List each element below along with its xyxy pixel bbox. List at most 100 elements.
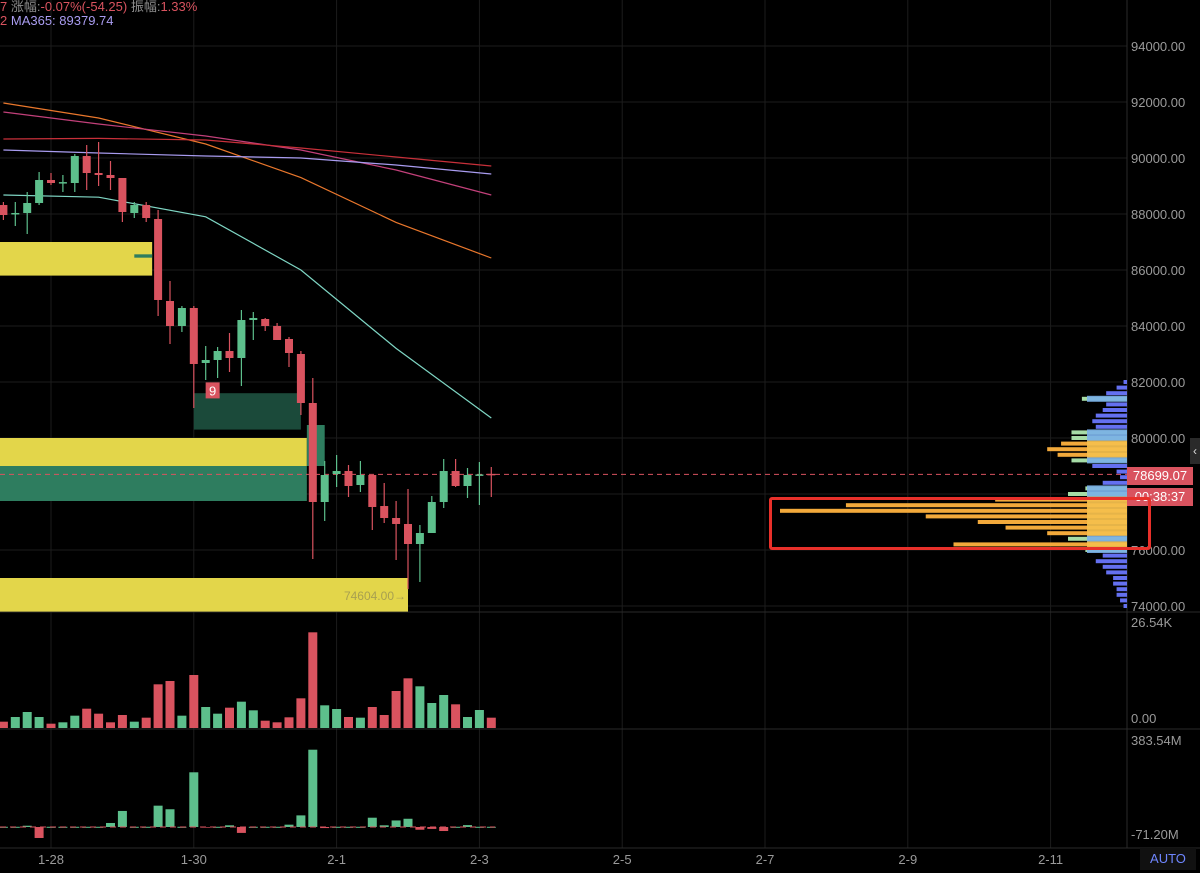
volume-bar — [451, 704, 461, 728]
candle-body — [344, 471, 353, 486]
amplitude-value: 1.33% — [160, 0, 198, 14]
candle-body — [392, 517, 401, 524]
candle-body — [249, 317, 258, 321]
chevron-left-icon[interactable]: ‹ — [1190, 438, 1200, 464]
auto-scale-button[interactable]: AUTO — [1140, 848, 1196, 870]
profile-bar — [1005, 525, 1127, 530]
profile-bar-core — [1087, 524, 1127, 531]
candle-body — [142, 205, 151, 219]
time-tick-label: 1-30 — [181, 852, 207, 867]
ma-line — [3, 194, 492, 419]
volume-bar — [284, 717, 294, 728]
volume-bar — [236, 701, 246, 728]
volume-bar — [391, 691, 401, 728]
volume-profile — [780, 380, 1127, 608]
indicator-bar — [415, 827, 425, 830]
time-tick-label: 1-28 — [38, 852, 64, 867]
indicator-bar — [236, 827, 246, 833]
marker-text: 9 — [209, 383, 216, 398]
annotation-rectangle[interactable] — [769, 497, 1151, 550]
candle-body — [82, 156, 91, 174]
profile-bar — [1095, 424, 1127, 429]
profile-bar-core — [1087, 502, 1127, 509]
candle-body — [273, 326, 282, 340]
zone — [0, 438, 307, 466]
indicator-bars — [0, 749, 496, 838]
profile-bar-core — [1087, 541, 1127, 548]
indicator-bar — [94, 826, 104, 828]
candle-body — [285, 338, 293, 353]
indicator-bar — [332, 826, 342, 828]
time-tick-label: 2-5 — [613, 852, 632, 867]
last-price-tag: 78699.07 — [1127, 467, 1193, 485]
volume-bar — [153, 684, 163, 728]
candle-body — [296, 354, 305, 403]
profile-bar-core — [1087, 446, 1127, 453]
marker-badge — [205, 382, 220, 399]
volume-bar — [308, 632, 318, 728]
volume-bar — [260, 720, 270, 728]
candle-body — [23, 202, 32, 213]
countdown-tag: 00:38:37 — [1127, 488, 1193, 506]
volume-bar — [189, 675, 199, 728]
candle-body — [475, 474, 484, 476]
candles: 9 — [0, 142, 496, 590]
candle-body — [106, 174, 115, 178]
ma-line — [3, 149, 492, 175]
volume-bar — [427, 703, 437, 728]
volume-bar — [474, 710, 484, 728]
candle-body — [368, 474, 377, 507]
volume-bars — [0, 632, 496, 728]
profile-bar-core — [1087, 513, 1127, 520]
volume-bar — [367, 707, 377, 728]
time-tick-label: 2-1 — [327, 852, 346, 867]
volume-bar — [10, 717, 20, 728]
volume-bar — [177, 715, 187, 728]
volume-bar — [355, 717, 365, 728]
candle-body — [308, 403, 317, 503]
panel-axis-label: -71.20M — [1131, 827, 1179, 842]
profile-bar-core — [1087, 451, 1127, 458]
profile-bar — [1123, 604, 1127, 608]
indicator-bar — [34, 827, 44, 838]
price-tick-label: 90000.00 — [1131, 151, 1185, 166]
indicator-bar — [320, 827, 330, 829]
profile-bar-core — [1087, 507, 1127, 514]
zones: 74604.00→ — [0, 242, 408, 612]
profile-bar-core — [1087, 395, 1127, 402]
time-tick-label: 2-11 — [1038, 852, 1063, 867]
indicator-bar — [165, 809, 175, 827]
zone — [0, 578, 408, 612]
profile-bar-core — [1087, 530, 1127, 537]
zone — [0, 466, 307, 501]
profile-bar — [780, 508, 1127, 513]
profile-bar — [925, 514, 1127, 519]
profile-bar — [953, 542, 1127, 547]
indicator-bar — [463, 825, 472, 827]
header-ma-line: 2 MA365: 89379.74 — [0, 13, 114, 28]
profile-bar — [1116, 587, 1127, 592]
time-tick-label: 2-3 — [470, 852, 489, 867]
zone — [193, 393, 301, 430]
price-tick-label: 92000.00 — [1131, 95, 1185, 110]
candle-body — [487, 473, 496, 476]
profile-bar — [1092, 464, 1127, 468]
profile-bar — [1102, 564, 1127, 569]
indicator-bar — [474, 826, 484, 828]
indicator-bar — [391, 820, 401, 827]
ma365-value: 89379.74 — [59, 13, 114, 28]
profile-bar-core — [1087, 519, 1127, 525]
candle-body — [415, 533, 424, 545]
profile-bar — [1102, 553, 1127, 558]
profile-bar — [845, 503, 1127, 508]
candle-body — [380, 506, 389, 518]
candle-body — [332, 471, 341, 475]
header-change-line: 7 涨幅:-0.07%(-54.25) 振幅:1.33% — [0, 0, 197, 15]
volume-bar — [248, 710, 258, 728]
volume-bar — [379, 715, 389, 728]
profile-bar-core — [1087, 535, 1127, 542]
volume-bar — [463, 717, 472, 728]
panel-axis-label: 26.54K — [1131, 615, 1173, 630]
profile-bar — [1120, 598, 1127, 603]
